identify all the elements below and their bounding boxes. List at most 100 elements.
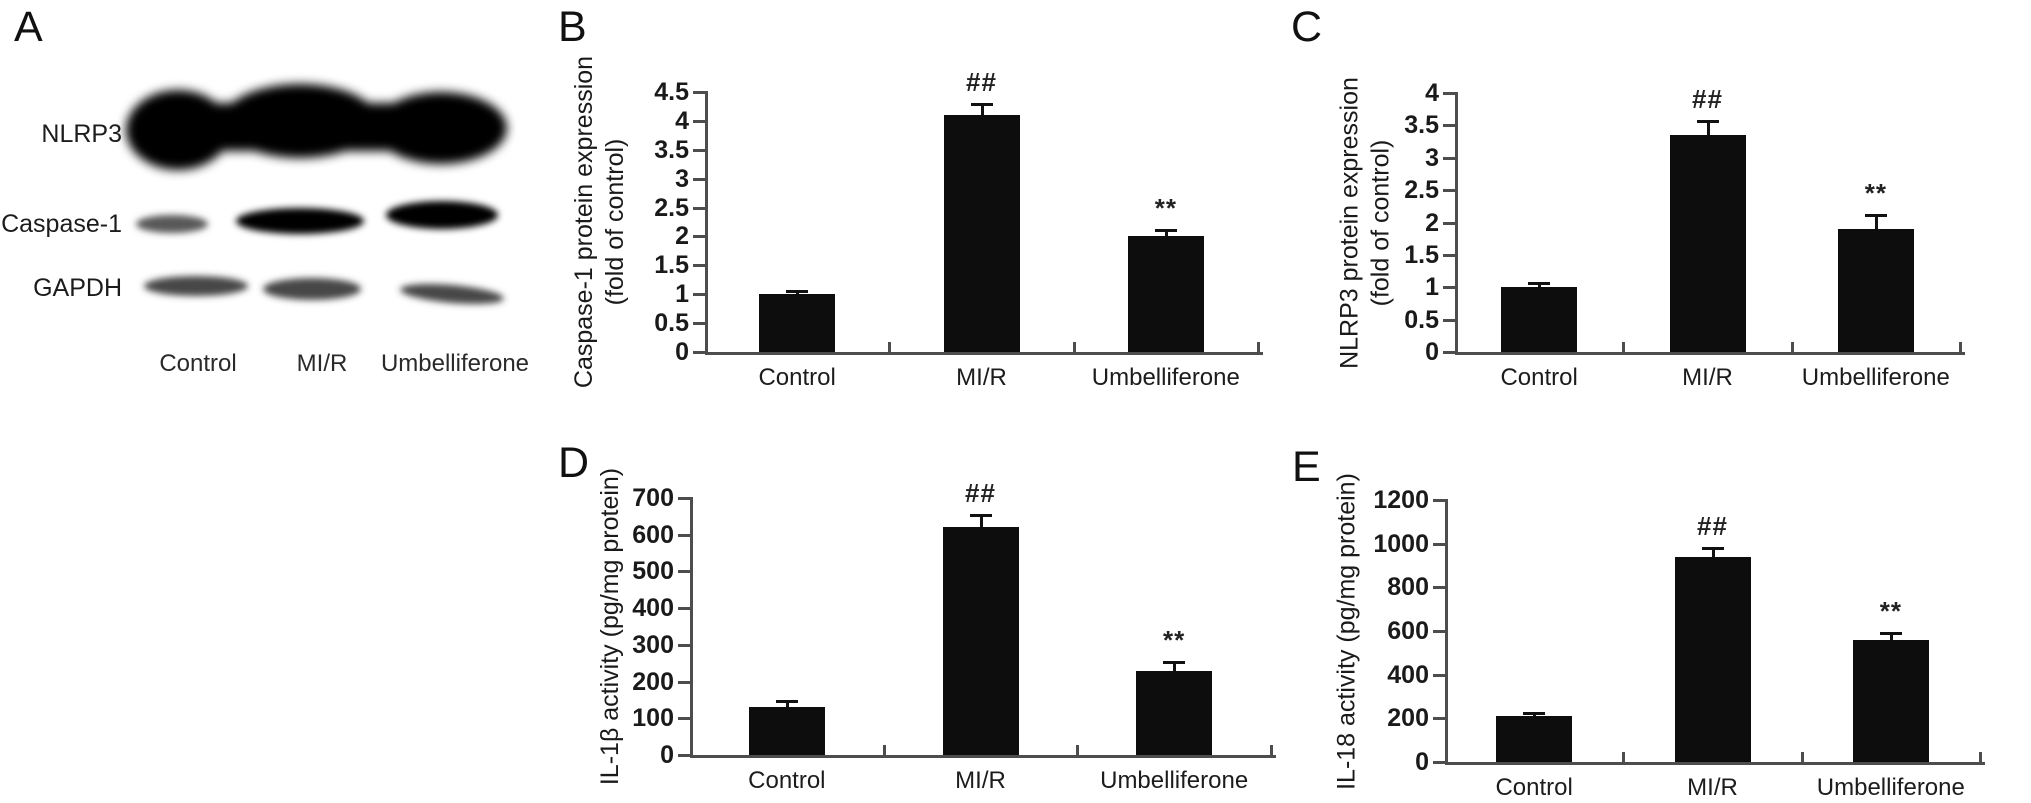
chart-d-y-tick-label: 600 [632,520,674,549]
chart-c-y-tick [1443,124,1455,128]
chart-b-x-axis [705,352,1263,355]
chart-c-y-tick-label: 0 [1425,338,1439,366]
chart-c-y-tick-label: 1 [1425,273,1439,302]
blot-lane-label-mi-r: MI/R [296,350,348,377]
chart-c-error-bar-cap-umbelliferone [1864,214,1887,218]
chart-d-error-bar-cap-umbelliferone [1163,661,1186,665]
chart-d-error-bar-control [785,701,789,708]
chart-d-y-tick-label: 500 [632,557,674,586]
chart-d-bar-mi-r [942,527,1019,755]
chart-b-y-tick [693,293,705,297]
chart-e-y-tick [1433,717,1445,721]
chart-c-y-tick [1443,221,1455,225]
chart-e-bar-mi-r [1674,556,1751,762]
chart-b-x-tick [1072,342,1076,352]
chart-e-error-bar-umbelliferone [1889,634,1893,640]
chart-b-y-tick [693,119,705,123]
panel-letter-e: E [1292,443,1321,491]
chart-b-error-bar-control [796,291,800,295]
chart-c-y-tick-label: 2.5 [1404,176,1439,205]
chart-c-y-axis [1455,92,1458,355]
blot-protein-label-caspase-1: Caspase-1 [1,210,122,238]
chart-e-y-tick [1433,761,1445,764]
chart-c-error-bar-control [1538,284,1542,288]
chart-c-x-axis [1455,352,1965,355]
chart-c-x-tick [1790,342,1794,352]
chart-d-y-tick [678,754,690,757]
chart-e-y-tick-label: 1200 [1373,486,1429,514]
chart-e-x-tick [1800,752,1804,762]
chart-d-y-tick-label: 400 [632,594,674,623]
chart-c-y-tick [1443,189,1455,193]
chart-c-error-bar-umbelliferone [1874,216,1878,229]
chart-d-bar-umbelliferone [1136,670,1213,755]
chart-c-y-tick [1443,286,1455,290]
chart-e-x-category-mi-r: MI/R [1687,774,1738,801]
panel-letter-a: A [14,3,43,51]
chart-e-y-tick [1433,630,1445,633]
chart-e-y-tick-label: 600 [1387,617,1429,645]
chart-b-y-tick [693,351,705,354]
chart-d-x-axis [690,755,1276,758]
chart-d-x-tick [1076,745,1080,755]
chart-b-bar-control [759,294,836,352]
chart-d-x-tick [1270,745,1273,755]
chart-b-error-bar-cap-mi-r [970,102,993,106]
chart-b-y-axis-title-line: Caspase-1 protein expression [570,55,598,389]
chart-d-error-bar-umbelliferone [1173,663,1177,671]
chart-c-error-bar-cap-control [1528,282,1551,285]
chart-b-x-tick [1257,342,1260,352]
chart-e-error-bar-cap-umbelliferone [1879,632,1902,636]
chart-d-x-tick [882,745,886,755]
chart-e-y-tick-label: 200 [1387,704,1429,733]
chart-b-y-tick-label: 3.5 [654,135,689,164]
chart-b-y-tick [693,322,705,326]
blot-protein-label-nlrp3: NLRP3 [41,120,122,148]
chart-d-y-tick-label: 200 [632,667,674,696]
chart-d-y-tick-label: 300 [632,630,674,659]
chart-b-y-tick-label: 0.5 [654,309,689,338]
chart-b-y-tick [693,148,705,152]
chart-e-y-tick-label: 0 [1415,748,1429,776]
chart-e-x-tick [1622,752,1626,762]
chart-c-error-bar-mi-r [1706,122,1710,136]
chart-e-x-axis [1445,762,1985,765]
chart-d-y-tick [678,717,690,721]
chart-b-y-tick-label: 4 [675,106,689,135]
chart-b-y-axis [705,91,708,355]
chart-d-y-tick-label: 0 [660,741,674,769]
chart-c-x-category-umbelliferone: Umbelliferone [1801,364,1950,391]
chart-d-y-tick-label: 100 [632,704,674,733]
chart-b-x-tick [888,342,892,352]
chart-b-y-tick-label: 2 [675,222,689,251]
chart-c-y-tick-label: 3.5 [1404,111,1439,140]
chart-b-y-tick-label: 4.5 [654,78,689,106]
chart-c-x-category-control: Control [1500,364,1578,391]
panel-letter-c: C [1291,3,1323,51]
chart-d-x-category-umbelliferone: Umbelliferone [1100,767,1249,794]
chart-e-y-tick [1433,499,1445,502]
chart-c-y-tick [1443,156,1455,160]
chart-e-y-tick-label: 800 [1387,573,1429,602]
chart-e-y-tick [1433,586,1445,590]
chart-c-y-tick-label: 4 [1425,79,1439,107]
chart-e-bar-umbelliferone [1852,639,1929,762]
chart-e-y-tick-label: 400 [1387,660,1429,689]
chart-b-error-bar-mi-r [980,104,984,116]
chart-b-x-category-control: Control [758,364,836,391]
chart-b-y-tick [693,206,705,210]
chart-c-x-tick [1622,342,1626,352]
chart-d-y-tick-label: 700 [632,484,674,512]
chart-e-x-category-umbelliferone: Umbelliferone [1816,774,1965,801]
chart-e-x-tick [1979,752,1982,762]
chart-d-x-category-control: Control [748,767,826,794]
chart-e-y-tick [1433,673,1445,677]
chart-b-error-bar-cap-control [786,289,809,293]
chart-b-y-tick [693,235,705,239]
chart-d-x-category-mi-r: MI/R [955,767,1006,794]
blot-lane-label-umbelliferone: Umbelliferone [380,350,530,377]
chart-e-error-bar-control [1533,713,1537,717]
chart-b-error-bar-cap-umbelliferone [1154,228,1177,232]
chart-d-y-tick [678,643,690,647]
